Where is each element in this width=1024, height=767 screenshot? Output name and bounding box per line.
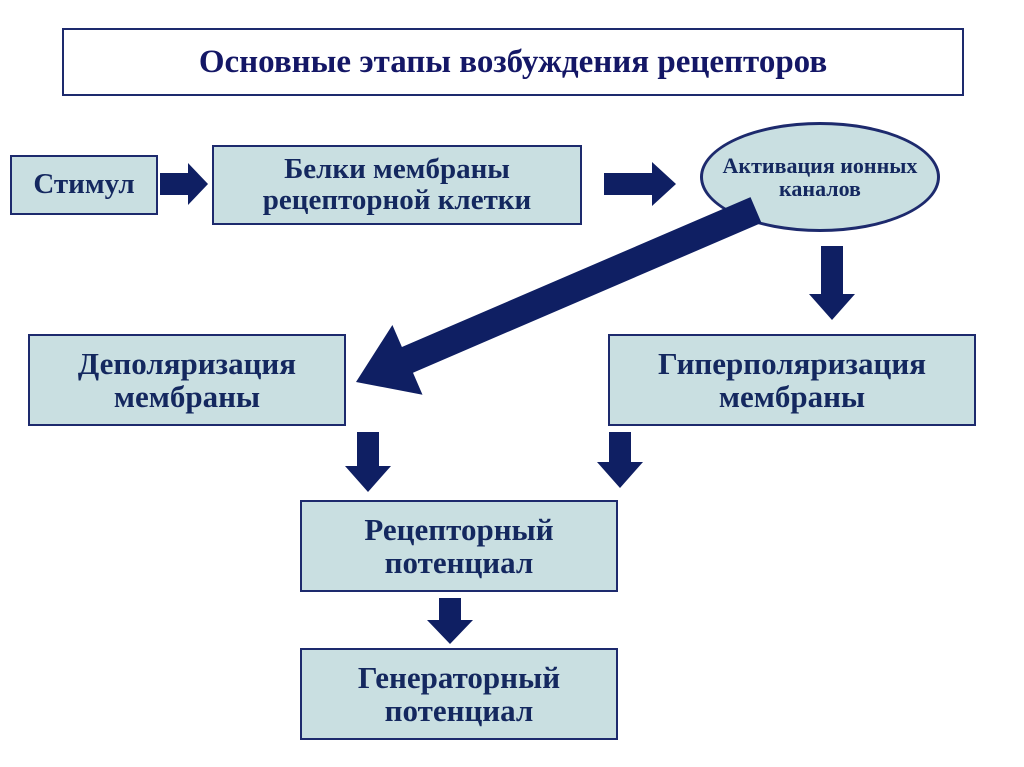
node-stimulus-label: Стимул: [33, 169, 134, 200]
node-hyperpolarization: Гиперполяризация мембраны: [608, 334, 976, 426]
arrow-receptor-to-generator: [427, 598, 473, 644]
node-receptor-potential-label: Рецепторный потенциал: [308, 513, 610, 580]
arrow-proteins-to-activation: [604, 162, 676, 206]
diagram-title-text: Основные этапы возбуждения рецепторов: [199, 44, 827, 80]
diagram-title: Основные этапы возбуждения рецепторов: [62, 28, 964, 96]
node-depolarization-label: Деполяризация мембраны: [36, 347, 338, 414]
node-hyperpolarization-label: Гиперполяризация мембраны: [616, 347, 968, 414]
node-generator-potential-label: Генераторный потенциал: [308, 661, 610, 728]
node-ion-channel-activation-label: Активация ионных каналов: [707, 154, 933, 200]
node-membrane-proteins: Белки мембраны рецепторной клетки: [212, 145, 582, 225]
node-stimulus: Стимул: [10, 155, 158, 215]
diagram-stage: Основные этапы возбуждения рецепторов Ст…: [0, 0, 1024, 767]
node-generator-potential: Генераторный потенциал: [300, 648, 618, 740]
node-receptor-potential: Рецепторный потенциал: [300, 500, 618, 592]
arrow-depol-to-receptor: [345, 432, 391, 492]
arrow-hyper-to-receptor: [597, 432, 643, 488]
node-ion-channel-activation: Активация ионных каналов: [700, 122, 940, 232]
arrow-stimulus-to-proteins: [160, 163, 208, 205]
node-depolarization: Деполяризация мембраны: [28, 334, 346, 426]
arrow-activation-to-hyper: [809, 246, 855, 320]
node-membrane-proteins-label: Белки мембраны рецепторной клетки: [220, 154, 574, 217]
